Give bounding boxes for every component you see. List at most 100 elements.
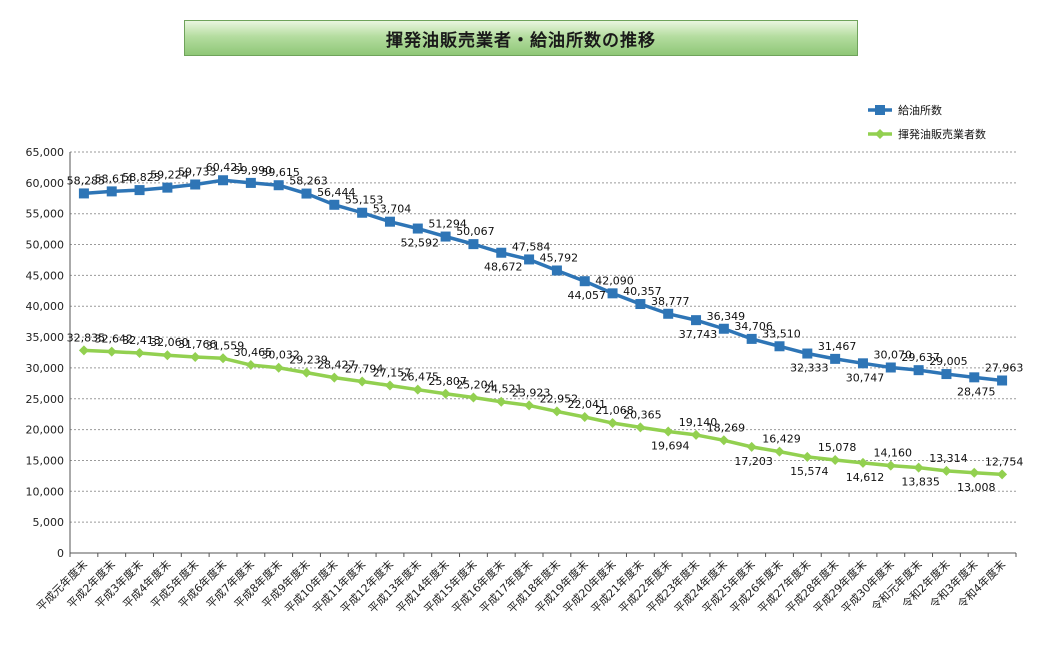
data-point [551,406,562,417]
data-label: 24,521 [484,383,523,396]
data-point [162,350,173,361]
data-label: 25,807 [428,375,467,388]
data-label: 59,615 [261,166,300,179]
data-label: 58,825 [122,171,161,184]
data-label: 38,777 [651,295,690,308]
data-label: 58,614 [94,172,133,185]
data-point [857,358,868,369]
series-line [83,348,1003,477]
data-label: 15,078 [818,441,857,454]
data-label: 59,990 [234,164,273,177]
data-label: 44,057 [567,289,606,302]
data-point [357,207,368,218]
data-point [969,467,980,478]
data-label: 18,269 [707,421,746,434]
data-point [440,231,451,242]
data-point [830,353,841,364]
legend-marker [875,129,885,139]
data-label: 50,067 [456,225,495,238]
data-point [412,223,423,234]
data-point [190,352,201,363]
data-label: 30,032 [261,349,300,362]
y-tick-label: 35,000 [26,331,65,344]
data-label: 20,365 [623,408,662,421]
data-label: 23,923 [512,386,551,399]
data-point [635,299,646,310]
data-label: 21,068 [595,404,634,417]
data-label: 13,835 [901,476,940,489]
data-point [941,369,952,380]
data-label: 13,314 [929,452,968,465]
data-label: 14,160 [874,447,913,460]
data-point [857,457,868,468]
data-label: 28,427 [317,359,356,372]
data-label: 32,060 [150,336,189,349]
data-label: 19,694 [651,440,690,453]
data-point [524,254,535,265]
data-point [440,388,451,399]
data-label: 47,584 [512,240,551,253]
data-label: 31,467 [818,340,857,353]
data-point [551,265,562,276]
data-label: 29,005 [929,355,968,368]
data-point [245,177,256,188]
data-point [635,422,646,433]
data-point [384,216,395,227]
data-point [78,345,89,356]
data-label: 40,357 [623,285,662,298]
data-label: 22,041 [567,398,606,411]
data-point [746,333,757,344]
data-point [524,400,535,411]
legend-label: 揮発油販売業者数 [898,127,986,141]
chart-title: 揮発油販売業者・給油所数の推移 [386,30,656,51]
data-point [941,465,952,476]
data-point [830,454,841,465]
data-point [190,179,201,190]
data-label: 45,792 [540,251,579,264]
data-label: 30,465 [234,346,273,359]
data-point [718,323,729,334]
data-label: 59,224 [150,169,189,182]
data-label: 37,743 [679,328,718,341]
data-label: 28,475 [957,385,996,398]
data-point [663,426,674,437]
data-label: 56,444 [317,186,356,199]
data-label: 32,642 [94,333,133,346]
series-line [83,178,1003,383]
data-point [301,188,312,199]
y-tick-label: 25,000 [26,393,65,406]
data-point [329,372,340,383]
data-point [134,348,145,359]
y-tick-label: 15,000 [26,454,65,467]
data-point [913,462,924,473]
y-tick-label: 65,000 [26,146,65,159]
data-label: 33,510 [762,327,801,340]
data-point [774,341,785,352]
data-label: 13,008 [957,481,996,494]
data-label: 31,766 [178,338,217,351]
data-label: 14,612 [846,471,885,484]
data-label: 32,835 [67,331,106,344]
data-point [885,460,896,471]
data-point [245,360,256,371]
data-label: 22,952 [540,392,579,405]
data-label: 58,285 [67,174,106,187]
data-label: 32,413 [122,334,161,347]
data-label: 60,421 [206,161,245,174]
data-point [329,199,340,210]
data-point [412,384,423,395]
data-label: 12,754 [985,455,1024,468]
data-point [468,392,479,403]
data-point [718,435,729,446]
data-point [162,182,173,193]
data-point [913,365,924,376]
data-point [218,353,229,364]
data-point [496,396,507,407]
data-label: 53,704 [373,203,412,216]
data-point [134,185,145,196]
data-label: 16,429 [762,433,801,446]
data-point [106,346,117,357]
y-tick-label: 45,000 [26,269,65,282]
data-point [969,372,980,383]
